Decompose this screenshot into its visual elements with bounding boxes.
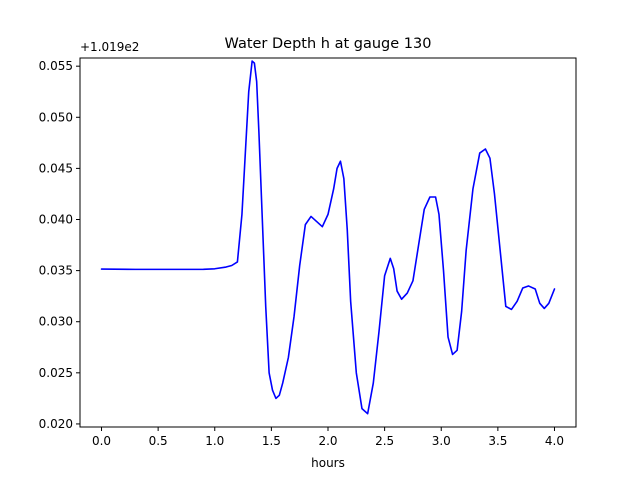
y-tick-label: 0.035 [39,264,73,278]
x-tick-label: 3.5 [488,434,507,448]
y-tick-label: 0.020 [39,417,73,431]
x-axis-label: hours [311,456,345,470]
y-tick-label: 0.030 [39,315,73,329]
plot-area: 0.0 0.5 1.0 1.5 2.0 2.5 3.0 3.5 4.0 0.020 0.025 0.0… [39,57,577,448]
x-tick-label: 1.0 [205,434,224,448]
y-offset-label: +1.019e2 [80,40,139,54]
y-tick-label: 0.025 [39,366,73,380]
y-tick-label: 0.045 [39,161,73,175]
y-tick-label: 0.055 [39,59,73,73]
series-line-0 [100,60,556,415]
x-tick-label: 0.0 [92,434,111,448]
chart-title: Water Depth h at gauge 130 [225,36,432,52]
x-tick-label: 3.0 [432,434,451,448]
x-tick-label: 1.5 [262,434,281,448]
y-tick-label: 0.040 [39,213,73,227]
x-tick-label: 2.5 [375,434,394,448]
y-tick-label: 0.050 [39,110,73,124]
x-tick-label: 4.0 [545,434,564,448]
x-tick-label: 0.5 [149,434,168,448]
x-tick-label: 2.0 [318,434,337,448]
